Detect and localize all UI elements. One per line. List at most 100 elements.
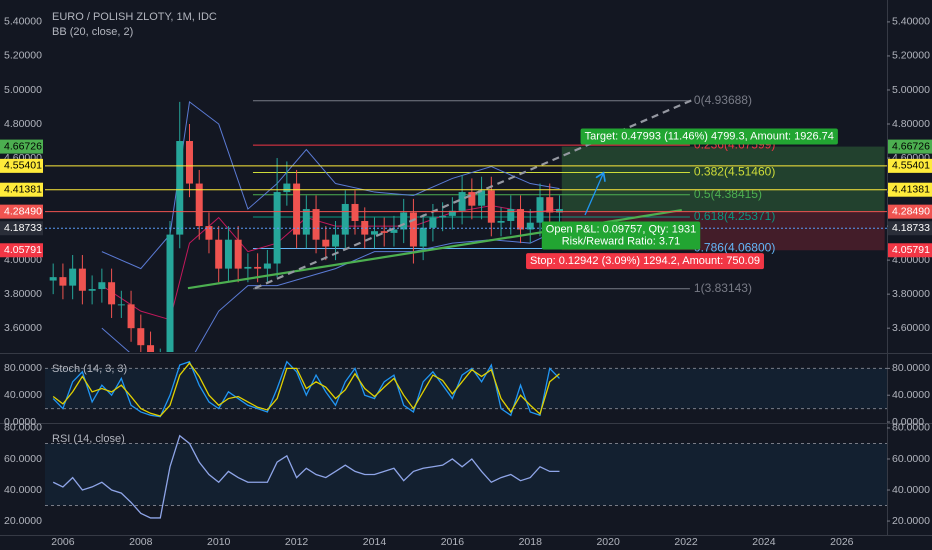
y-tick-label-right: 3.60000	[892, 322, 930, 334]
price-tag-left	[0, 243, 43, 258]
y-tick-label-right: 4.80000	[892, 118, 930, 130]
price-tag-left	[0, 204, 43, 219]
candle-body	[419, 227, 427, 247]
candle-body	[185, 141, 193, 184]
x-tick-label: 2008	[129, 536, 153, 548]
x-tick-label: 2024	[752, 536, 776, 548]
candle-body	[361, 220, 369, 235]
price-tag-left	[0, 182, 43, 197]
y-tick-label-right: 0.0000	[892, 416, 924, 428]
candle-body	[487, 190, 495, 223]
stop-label: Stop: 0.12942 (3.09%) 1294.2, Amount: 75…	[530, 255, 760, 267]
candle-body	[117, 304, 125, 306]
candle-body	[517, 209, 525, 230]
y-tick-label-left: 3.60000	[4, 322, 42, 334]
price-tag-label: 4.05791	[892, 244, 930, 256]
candle-body	[351, 203, 359, 221]
candle-body	[69, 268, 77, 286]
y-tick-label-left: 3.80000	[4, 288, 42, 300]
level-band	[45, 368, 887, 409]
price-tag	[888, 182, 932, 197]
price-tag	[888, 158, 932, 173]
price-tag-label: 4.55401	[892, 160, 930, 172]
candle-body	[536, 197, 544, 223]
layers: 2006 2008 2010 2012 2014 2016 2018 2020 2022 2024…	[0, 11, 932, 548]
price-tag	[888, 204, 932, 219]
candle-body	[49, 277, 57, 281]
candle-body	[341, 203, 349, 235]
y-tick-label-right: 3.80000	[892, 288, 930, 300]
candle-body	[147, 345, 155, 352]
candle-body	[458, 192, 466, 211]
price-tag-label-left: 4.41381	[4, 183, 42, 195]
target-label-bg	[580, 128, 838, 145]
candle-body	[322, 239, 330, 247]
y-tick-label-right: 5.00000	[892, 84, 930, 96]
ratio-label: Risk/Reward Ratio: 3.71	[562, 236, 681, 248]
candle-body	[439, 215, 447, 218]
price-tag-left	[0, 158, 43, 173]
candle-body	[215, 239, 223, 269]
y-tick-label-right: 60.0000	[892, 453, 930, 465]
candle-body	[497, 220, 505, 223]
x-tick-label: 2010	[207, 536, 231, 548]
x-tick-label: 2018	[519, 536, 543, 548]
price-tag-label: 4.18733	[892, 222, 930, 234]
candle-body	[205, 226, 213, 240]
x-tick-label: 2020	[596, 536, 620, 548]
candle-body	[59, 277, 67, 286]
candle-body	[302, 209, 310, 235]
candle-body	[224, 239, 232, 269]
price-tag-label: 4.66726	[892, 140, 930, 152]
candle-body	[108, 282, 116, 305]
target-zone	[561, 146, 885, 212]
candle-body	[293, 183, 301, 235]
y-tick-label-right: 80.0000	[892, 422, 930, 434]
y-tick-label-left: 5.40000	[4, 16, 42, 28]
candle-body	[176, 141, 184, 235]
fib-label: 0.382(4.51460)	[694, 165, 775, 179]
y-tick-label-right: 40.0000	[892, 484, 930, 496]
candle-body	[78, 268, 86, 291]
candle-body	[507, 209, 515, 221]
indicator-title: Stoch (14, 3, 3)	[52, 363, 127, 375]
x-tick-label: 2006	[51, 536, 75, 548]
y-tick-label-left: 20.0000	[4, 515, 42, 527]
y-tick-label-right: 5.40000	[892, 16, 930, 28]
y-tick-label-left: 40.0000	[4, 484, 42, 496]
x-tick-label: 2026	[830, 536, 854, 548]
bb-lower	[101, 229, 560, 352]
price-tag-label-left: 4.55401	[4, 160, 42, 172]
y-tick-label-right: 20.0000	[892, 515, 930, 527]
candle-body	[127, 304, 135, 329]
indicator-line	[52, 360, 560, 418]
candle-body	[409, 212, 417, 247]
candle-body	[234, 239, 242, 269]
y-tick-label-left: 60.0000	[4, 453, 42, 465]
fib-label: 1(3.83143)	[694, 281, 752, 295]
y-tick-label-left: 40.0000	[4, 389, 42, 401]
y-tick-label-right: 40.0000	[892, 389, 930, 401]
candle-body	[195, 183, 203, 227]
candle-body	[254, 266, 262, 269]
candle-body	[546, 197, 554, 213]
candle-body	[468, 192, 476, 206]
candle-body	[400, 212, 408, 230]
price-tag-left	[0, 221, 43, 236]
price-tag-label-left: 4.28490	[4, 205, 42, 217]
candle-body	[478, 190, 486, 206]
y-tick-label-left: 0.0000	[4, 416, 36, 428]
indicator-title: BB (20, close, 2)	[52, 26, 133, 38]
price-tag-label-left: 4.18733	[4, 222, 42, 234]
candle-body	[98, 282, 106, 290]
candle-body	[88, 289, 96, 291]
fib-label: 0(4.93688)	[694, 93, 752, 107]
y-tick-label-right: 5.20000	[892, 50, 930, 62]
price-tag-left	[0, 139, 43, 154]
y-tick-label-left: 5.20000	[4, 50, 42, 62]
indicator-title: RSI (14, close)	[52, 433, 125, 445]
stop-label-bg	[526, 253, 764, 270]
pane	[45, 360, 887, 418]
candle-body	[283, 183, 291, 193]
